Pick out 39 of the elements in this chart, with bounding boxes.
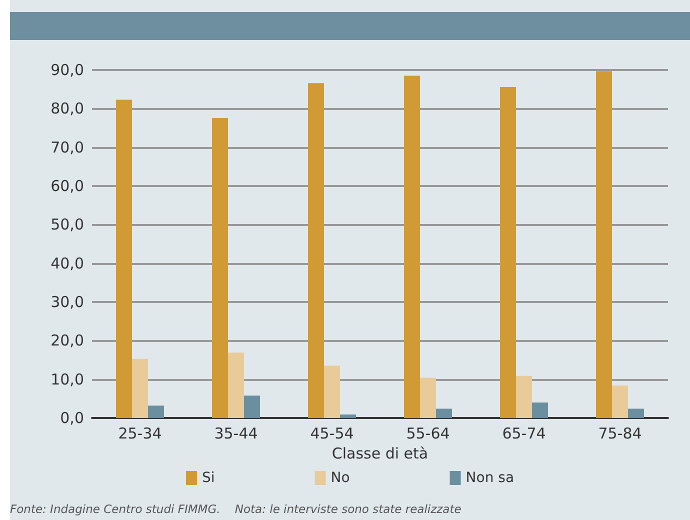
y-tick-label: 30,0 [50, 293, 84, 311]
legend-label: Si [202, 470, 215, 486]
bar [116, 100, 132, 418]
bar [340, 414, 356, 418]
bar [324, 366, 340, 418]
bar [228, 352, 244, 418]
source-note: Fonte: Indagine Centro studi FIMMG. Nota: le interviste sono state realizzate [10, 502, 462, 516]
bar [132, 358, 148, 418]
y-tick-label: 80,0 [50, 100, 84, 118]
x-tick-label: 55-64 [406, 424, 450, 442]
bar [404, 76, 420, 418]
y-tick-label: 40,0 [50, 254, 84, 272]
x-tick-label: 45-54 [310, 424, 354, 442]
x-tick-label: 25-34 [118, 424, 162, 442]
y-tick-label: 0,0 [60, 409, 84, 427]
y-tick-label: 10,0 [50, 370, 84, 388]
legend-label: Non sa [466, 470, 514, 486]
x-tick-label: 75-84 [598, 424, 642, 442]
bar [596, 71, 612, 418]
legend-label: No [330, 470, 350, 486]
y-tick-label: 60,0 [50, 177, 84, 195]
y-tick-label: 20,0 [50, 332, 84, 350]
bar [148, 406, 164, 418]
bar [516, 376, 532, 418]
bar [308, 83, 324, 418]
bar [500, 87, 516, 418]
y-tick-label: 70,0 [50, 138, 84, 156]
bar [612, 386, 628, 418]
bar [244, 396, 260, 418]
x-tick-label: 35-44 [214, 424, 258, 442]
y-tick-label: 50,0 [50, 216, 84, 234]
bar [212, 118, 228, 418]
bar [628, 408, 644, 418]
x-tick-label: 65-74 [502, 424, 546, 442]
y-tick-label: 90,0 [50, 61, 84, 79]
bar [532, 402, 548, 418]
bar [420, 378, 436, 418]
bar [436, 408, 452, 418]
x-axis-title: Classe di età [332, 444, 428, 462]
